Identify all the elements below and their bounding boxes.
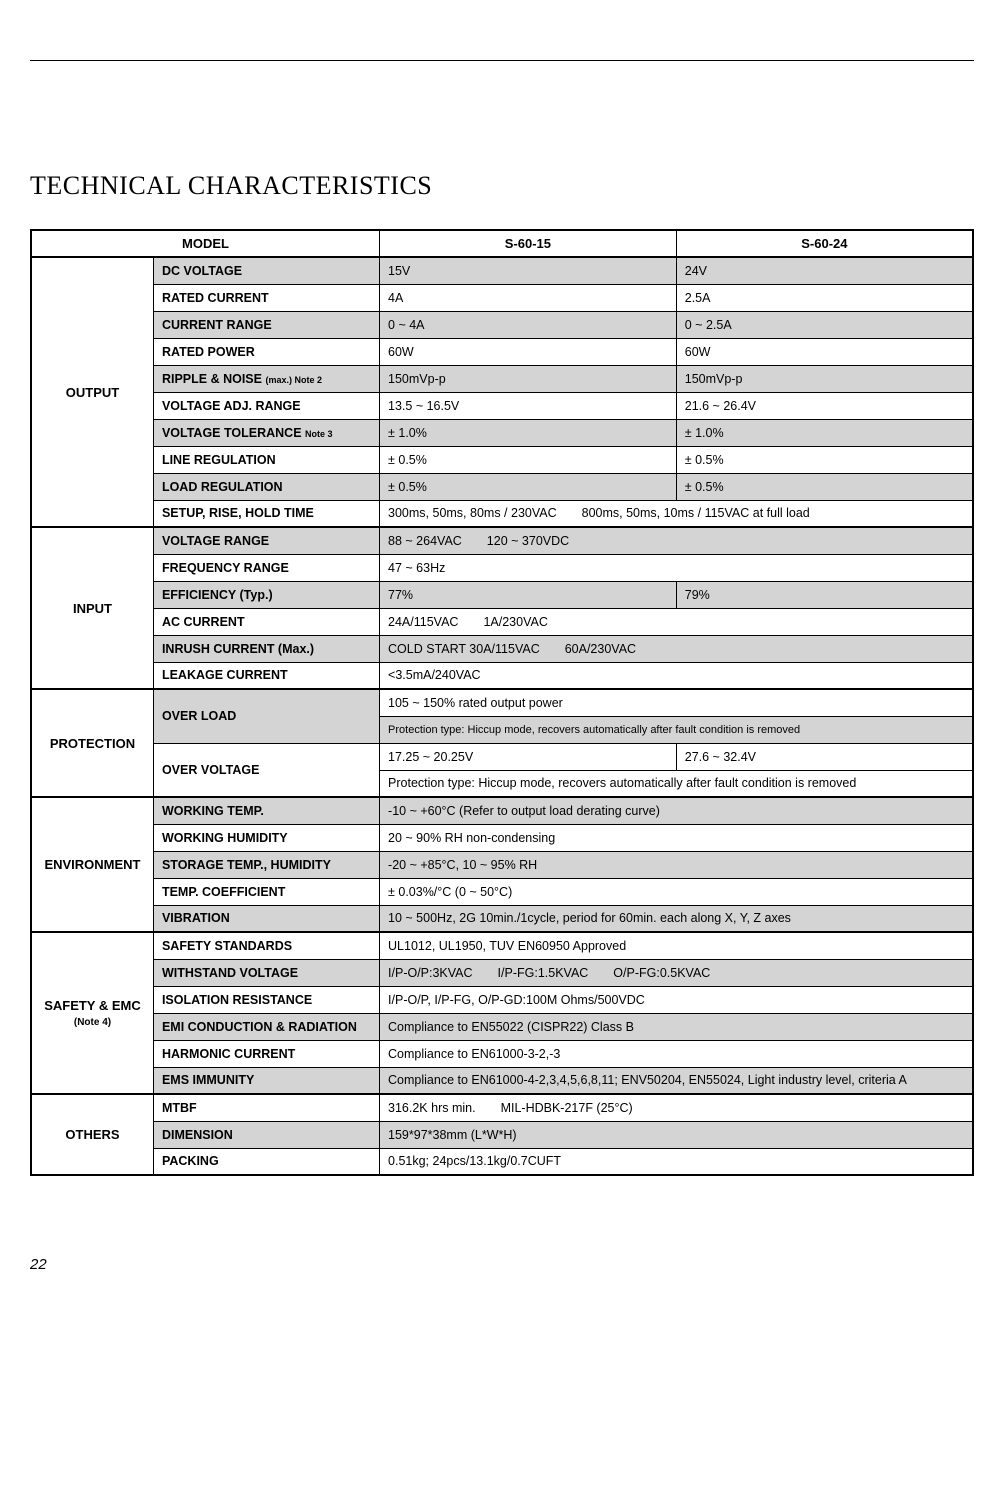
- value-merged: Compliance to EN61000-4-2,3,4,5,6,8,11; …: [380, 1067, 973, 1094]
- value-merged: 10 ~ 500Hz, 2G 10min./1cycle, period for…: [380, 905, 973, 932]
- value-merged: COLD START 30A/115VAC 60A/230VAC: [380, 635, 973, 662]
- param-cell: EFFICIENCY (Typ.): [153, 581, 379, 608]
- header-col2: S-60-24: [676, 230, 973, 257]
- value-merged: Compliance to EN55022 (CISPR22) Class B: [380, 1013, 973, 1040]
- param-cell: PACKING: [153, 1148, 379, 1175]
- value-2: 60W: [676, 338, 973, 365]
- value-2: 0 ~ 2.5A: [676, 311, 973, 338]
- page-number: 22: [30, 1256, 974, 1273]
- value-merged: I/P-O/P:3KVAC I/P-FG:1.5KVAC O/P-FG:0.5K…: [380, 959, 973, 986]
- value-1: 13.5 ~ 16.5V: [380, 392, 677, 419]
- value-1: ± 0.5%: [380, 446, 677, 473]
- param-cell: FREQUENCY RANGE: [153, 554, 379, 581]
- value-1: 77%: [380, 581, 677, 608]
- param-cell: VOLTAGE RANGE: [153, 527, 379, 554]
- value-1: ± 0.5%: [380, 473, 677, 500]
- value-merged: -10 ~ +60°C (Refer to output load derati…: [380, 797, 973, 824]
- value-merged: UL1012, UL1950, TUV EN60950 Approved: [380, 932, 973, 959]
- value-merged: <3.5mA/240VAC: [380, 662, 973, 689]
- value-merged: 159*97*38mm (L*W*H): [380, 1121, 973, 1148]
- value-2: ± 0.5%: [676, 446, 973, 473]
- header-model: MODEL: [31, 230, 380, 257]
- param-cell: OVER LOAD: [153, 689, 379, 743]
- value-merged: 316.2K hrs min. MIL-HDBK-217F (25°C): [380, 1094, 973, 1121]
- param-cell: SAFETY STANDARDS: [153, 932, 379, 959]
- value-2: 79%: [676, 581, 973, 608]
- value-1: 4A: [380, 284, 677, 311]
- value-note: Protection type: Hiccup mode, recovers a…: [380, 770, 973, 797]
- param-cell: WITHSTAND VOLTAGE: [153, 959, 379, 986]
- param-cell: STORAGE TEMP., HUMIDITY: [153, 851, 379, 878]
- param-cell: LOAD REGULATION: [153, 473, 379, 500]
- value-2: ± 0.5%: [676, 473, 973, 500]
- value-2: ± 1.0%: [676, 419, 973, 446]
- param-cell: RATED POWER: [153, 338, 379, 365]
- param-cell: RIPPLE & NOISE (max.) Note 2: [153, 365, 379, 392]
- value-2: 2.5A: [676, 284, 973, 311]
- value-merged: 47 ~ 63Hz: [380, 554, 973, 581]
- param-cell: ISOLATION RESISTANCE: [153, 986, 379, 1013]
- value-merged: 20 ~ 90% RH non-condensing: [380, 824, 973, 851]
- header-col1: S-60-15: [380, 230, 677, 257]
- param-cell: INRUSH CURRENT (Max.): [153, 635, 379, 662]
- section-label: ENVIRONMENT: [31, 797, 153, 932]
- section-label: PROTECTION: [31, 689, 153, 797]
- section-label: INPUT: [31, 527, 153, 689]
- param-cell: SETUP, RISE, HOLD TIME: [153, 500, 379, 527]
- param-cell: MTBF: [153, 1094, 379, 1121]
- value-1: 15V: [380, 257, 677, 284]
- param-cell: DIMENSION: [153, 1121, 379, 1148]
- param-cell: VIBRATION: [153, 905, 379, 932]
- value-merged: 88 ~ 264VAC 120 ~ 370VDC: [380, 527, 973, 554]
- value-2: 24V: [676, 257, 973, 284]
- param-cell: OVER VOLTAGE: [153, 743, 379, 797]
- param-cell: RATED CURRENT: [153, 284, 379, 311]
- value-merged: -20 ~ +85°C, 10 ~ 95% RH: [380, 851, 973, 878]
- value-1: 17.25 ~ 20.25V: [380, 743, 677, 770]
- param-cell: DC VOLTAGE: [153, 257, 379, 284]
- param-cell: HARMONIC CURRENT: [153, 1040, 379, 1067]
- section-label: OTHERS: [31, 1094, 153, 1175]
- value-merged: ± 0.03%/°C (0 ~ 50°C): [380, 878, 973, 905]
- param-cell: WORKING HUMIDITY: [153, 824, 379, 851]
- value-2: 27.6 ~ 32.4V: [676, 743, 973, 770]
- param-cell: VOLTAGE TOLERANCE Note 3: [153, 419, 379, 446]
- param-cell: VOLTAGE ADJ. RANGE: [153, 392, 379, 419]
- top-rule: [30, 60, 974, 61]
- value-merged: I/P-O/P, I/P-FG, O/P-GD:100M Ohms/500VDC: [380, 986, 973, 1013]
- value-1: ± 1.0%: [380, 419, 677, 446]
- param-cell: AC CURRENT: [153, 608, 379, 635]
- value-1: 150mVp-p: [380, 365, 677, 392]
- value-1: 60W: [380, 338, 677, 365]
- value-1: 0 ~ 4A: [380, 311, 677, 338]
- spec-table: MODELS-60-15S-60-24OUTPUTDC VOLTAGE15V24…: [30, 229, 974, 1176]
- param-cell: TEMP. COEFFICIENT: [153, 878, 379, 905]
- param-cell: LINE REGULATION: [153, 446, 379, 473]
- value-merged: 105 ~ 150% rated output power: [380, 689, 973, 716]
- param-cell: CURRENT RANGE: [153, 311, 379, 338]
- value-merged: 0.51kg; 24pcs/13.1kg/0.7CUFT: [380, 1148, 973, 1175]
- page-title: TECHNICAL CHARACTERISTICS: [30, 171, 974, 201]
- value-merged: 300ms, 50ms, 80ms / 230VAC 800ms, 50ms, …: [380, 500, 973, 527]
- param-cell: EMI CONDUCTION & RADIATION: [153, 1013, 379, 1040]
- value-2: 150mVp-p: [676, 365, 973, 392]
- param-cell: WORKING TEMP.: [153, 797, 379, 824]
- param-cell: LEAKAGE CURRENT: [153, 662, 379, 689]
- section-label: OUTPUT: [31, 257, 153, 527]
- param-cell: EMS IMMUNITY: [153, 1067, 379, 1094]
- value-merged: 24A/115VAC 1A/230VAC: [380, 608, 973, 635]
- section-label: SAFETY & EMC(Note 4): [31, 932, 153, 1094]
- value-2: 21.6 ~ 26.4V: [676, 392, 973, 419]
- value-merged: Compliance to EN61000-3-2,-3: [380, 1040, 973, 1067]
- value-note: Protection type: Hiccup mode, recovers a…: [380, 716, 973, 743]
